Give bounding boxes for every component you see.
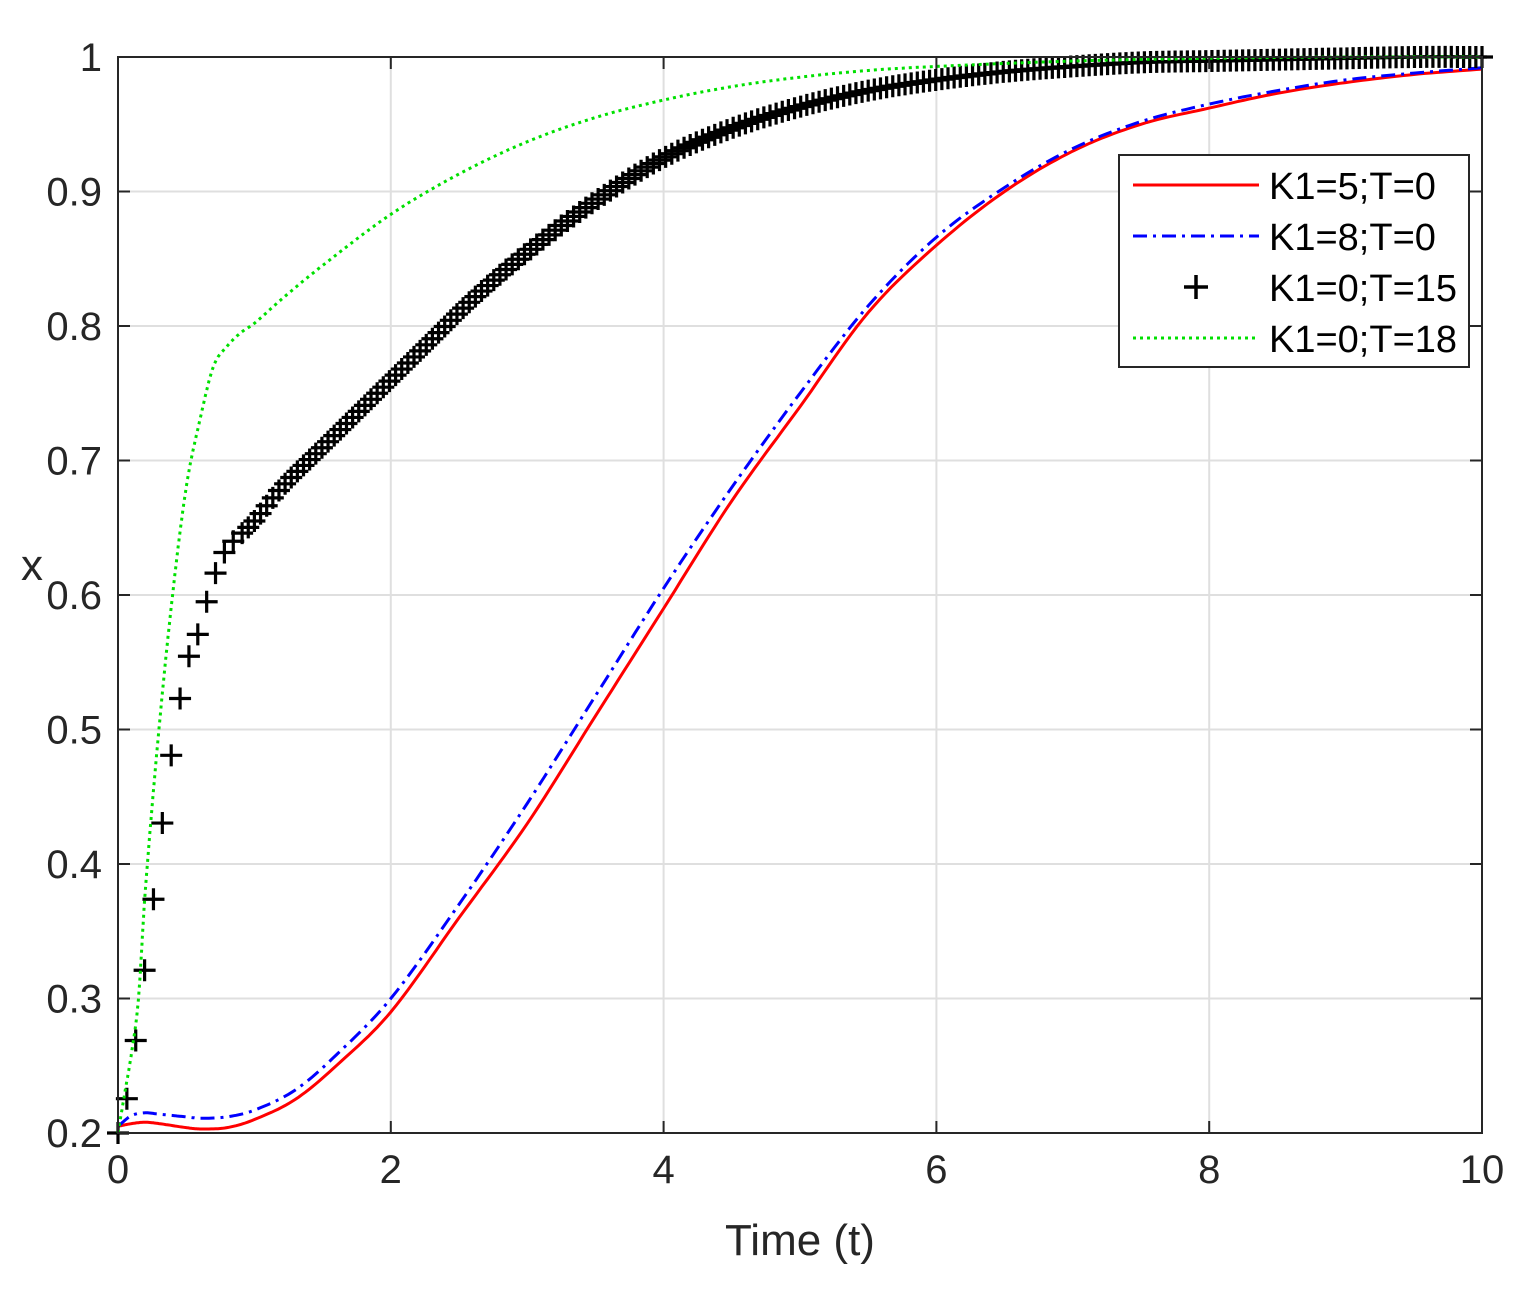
x-tick-label: 8 xyxy=(1198,1148,1220,1192)
series-3 xyxy=(116,55,1482,1134)
y-tick-label: 0.3 xyxy=(46,978,102,1022)
legend-label: K1=8;T=0 xyxy=(1269,217,1436,259)
series-marker xyxy=(169,687,192,710)
series-line xyxy=(117,67,1483,1131)
series-line xyxy=(116,55,1482,1134)
series-marker xyxy=(213,541,236,564)
y-tick-label: 0.5 xyxy=(46,709,102,753)
series-marker xyxy=(124,1029,147,1052)
y-tick-label: 0.6 xyxy=(46,574,102,618)
y-tick-label: 0.4 xyxy=(46,843,102,887)
ticks: 0 2 4 6 8 10 0.2 0.3 0.4 0.5 0.6 0.7 0.8 0.9 1 xyxy=(46,36,1504,1192)
series-marker xyxy=(195,590,218,613)
y-tick-label: 0.2 xyxy=(46,1112,102,1156)
series-marker xyxy=(142,888,165,911)
series-marker xyxy=(160,744,183,767)
x-tick-label: 10 xyxy=(1460,1148,1505,1192)
legend-label: K1=0;T=15 xyxy=(1269,268,1457,310)
x-tick-label: 0 xyxy=(107,1148,129,1192)
legend-label: K1=5;T=0 xyxy=(1269,166,1436,208)
series-marker xyxy=(151,812,174,835)
legend-item: K1=0;T=18 xyxy=(1133,319,1457,361)
series-marker xyxy=(133,959,156,982)
y-tick-label: 0.8 xyxy=(46,305,102,349)
legend-label: K1=0;T=18 xyxy=(1269,319,1457,361)
series-1 xyxy=(117,66,1483,1128)
series-marker xyxy=(177,645,200,668)
series-marker xyxy=(115,1087,138,1110)
legend-item: K1=8;T=0 xyxy=(1133,217,1436,259)
legend-box xyxy=(1118,154,1470,368)
legend-marker xyxy=(1184,275,1208,299)
y-tick-label: 0.9 xyxy=(46,171,102,215)
series-0 xyxy=(117,67,1483,1131)
x-tick-label: 6 xyxy=(925,1148,947,1192)
x-tick-label: 2 xyxy=(380,1148,402,1192)
y-tick-label: 1 xyxy=(80,36,102,80)
y-tick-label: 0.7 xyxy=(46,440,102,484)
legend-item: K1=0;T=15 xyxy=(1184,268,1457,310)
series-marker xyxy=(186,623,209,646)
series-marker xyxy=(204,562,227,585)
y-axis-title: x xyxy=(21,541,43,590)
x-axis-title: Time (t) xyxy=(725,1216,875,1265)
legend: K1=5;T=0 K1=8;T=0 K1=0;T=15 K1=0;T=18 xyxy=(1118,154,1470,368)
legend-item: K1=5;T=0 xyxy=(1133,166,1436,208)
series-line xyxy=(117,66,1483,1128)
x-tick-label: 4 xyxy=(652,1148,674,1192)
